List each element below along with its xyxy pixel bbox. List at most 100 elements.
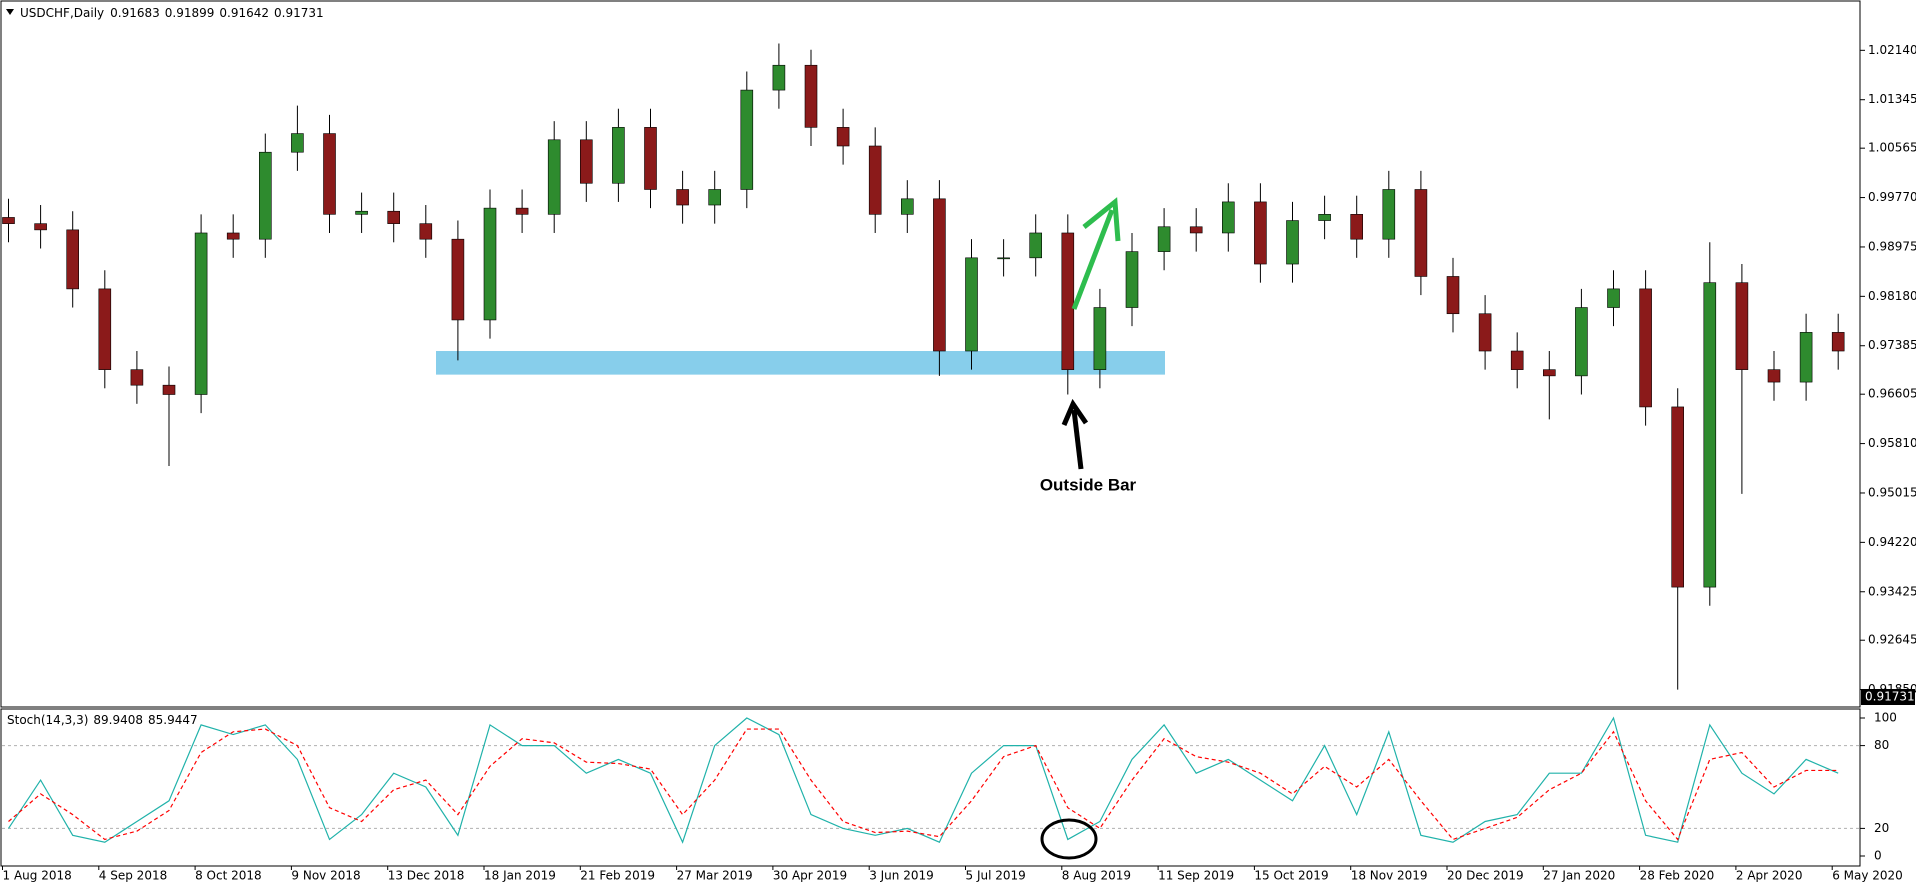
candle-body (676, 189, 689, 206)
candle-body (1575, 307, 1588, 377)
high: 0.91899 (165, 6, 215, 20)
candle-body (194, 232, 208, 395)
x-tick-label: 11 Sep 2019 (1158, 869, 1234, 883)
x-tick-label: 21 Feb 2019 (580, 869, 655, 883)
symbol: USDCHF,Daily (20, 6, 104, 20)
candle-body (355, 210, 368, 215)
candle-body (1703, 282, 1717, 588)
green-arrow-shaft (1071, 209, 1115, 310)
y-tick-label: 100 (1874, 711, 1897, 725)
candle-body (34, 223, 47, 231)
stoch-main: 89.9408 (93, 713, 143, 727)
x-tick-label: 28 Feb 2020 (1640, 869, 1715, 883)
y-tick-label: 1.02140 (1868, 43, 1916, 57)
last-price-box (1861, 688, 1915, 705)
x-tick-label: 4 Sep 2018 (99, 869, 167, 883)
stoch-layer: 0 20 80 100 (2, 711, 1897, 863)
black-arrow-head (1061, 398, 1089, 426)
candle-body (130, 369, 144, 386)
y-tick-label: 0.98180 (1868, 289, 1916, 303)
black-arrow-shaft (1071, 409, 1084, 470)
x-tick-label: 6 May 2020 (1832, 869, 1903, 883)
candle-body (1382, 189, 1396, 240)
candle-body (1671, 406, 1684, 588)
x-tick-label: 13 Dec 2018 (388, 869, 465, 883)
candle-body (258, 151, 272, 240)
candle-body (1125, 251, 1139, 308)
stoch-line (8, 728, 1839, 841)
stoch-frame (0, 708, 1861, 867)
candle-body (451, 238, 465, 321)
open: 0.91683 (110, 6, 160, 20)
candle-body (579, 139, 593, 184)
x-tick-label: 18 Nov 2019 (1351, 869, 1428, 883)
candle-body (1799, 332, 1813, 383)
y-tick-label: 1.00565 (1868, 141, 1916, 155)
candle-body (965, 257, 978, 352)
y-tick-label: 0.95810 (1868, 436, 1916, 450)
candle-body (868, 145, 882, 215)
circle-marker (1040, 818, 1098, 860)
y-tick-label: 0.93425 (1868, 584, 1916, 598)
candle-body (644, 127, 657, 190)
stoch-header: Stoch(14,3,3) 89.9408 85.9447 (7, 713, 198, 727)
x-tick-label: 8 Oct 2018 (195, 869, 262, 883)
annotation: Outside Bar (1040, 475, 1137, 494)
candle-body (933, 198, 946, 352)
candle-body (836, 127, 850, 147)
candle-body (708, 189, 722, 206)
y-tick-label: 20 (1874, 821, 1889, 835)
x-tick-label: 20 Dec 2019 (1447, 869, 1524, 883)
candle-body (162, 384, 176, 395)
x-tick-label: 5 Jul 2019 (966, 869, 1026, 883)
candle-body (1029, 232, 1042, 259)
last-price-label: 0.91731 (1865, 689, 1915, 703)
x-tick-label: 2 Apr 2020 (1736, 869, 1803, 883)
x-tick-label: 30 Apr 2019 (773, 869, 847, 883)
candle-body (547, 139, 561, 215)
candle-body (1831, 332, 1845, 352)
candle-body (1157, 226, 1171, 252)
x-tick-label: 1 Aug 2018 (3, 869, 72, 883)
candle-body (1061, 232, 1075, 370)
y-tick-label: 80 (1874, 738, 1889, 752)
candle-body (1543, 369, 1556, 377)
x-tick-label: 8 Aug 2019 (1062, 869, 1131, 883)
stoch-title: Stoch(14,3,3) (7, 713, 88, 727)
price-layer: 1.02140 1.01345 1.00565 0.99770 0.98975 0.981… (2, 43, 1916, 883)
candle-body (1767, 369, 1781, 383)
y-tick-label: 0.95015 (1868, 485, 1916, 499)
x-tick-label: 27 Jan 2020 (1543, 869, 1615, 883)
candle-body (323, 133, 336, 215)
y-tick-label: 1.01345 (1868, 92, 1916, 106)
candle-body (740, 89, 754, 190)
candle-body (98, 288, 112, 370)
y-tick-label: 0.94220 (1868, 535, 1916, 549)
zone-layer (436, 351, 1165, 375)
y-tick-label: 0.98975 (1868, 239, 1916, 253)
candle-body (1639, 288, 1652, 408)
candle-body (1735, 282, 1749, 370)
candle-body (804, 64, 818, 128)
candle-body (291, 133, 304, 153)
x-tick-label: 27 Mar 2019 (677, 869, 753, 883)
support-zone (436, 351, 1165, 375)
stoch-signal: 85.9447 (148, 713, 198, 727)
candle-body (483, 207, 497, 321)
low: 0.91642 (219, 6, 269, 20)
candle-body (1189, 226, 1203, 234)
candle-body (1286, 220, 1299, 265)
candle-body (226, 232, 240, 240)
candle-body (1350, 214, 1363, 240)
candle-body (612, 127, 625, 184)
x-tick-label: 9 Nov 2018 (291, 869, 360, 883)
annotations: Outside Bar (1040, 197, 1137, 860)
candle-body (1222, 201, 1235, 234)
stoch-line (8, 716, 1839, 844)
y-tick-label: 0 (1874, 849, 1882, 863)
candle-body (1318, 214, 1331, 221)
candle-body (900, 198, 914, 215)
candle-body (1414, 189, 1428, 277)
